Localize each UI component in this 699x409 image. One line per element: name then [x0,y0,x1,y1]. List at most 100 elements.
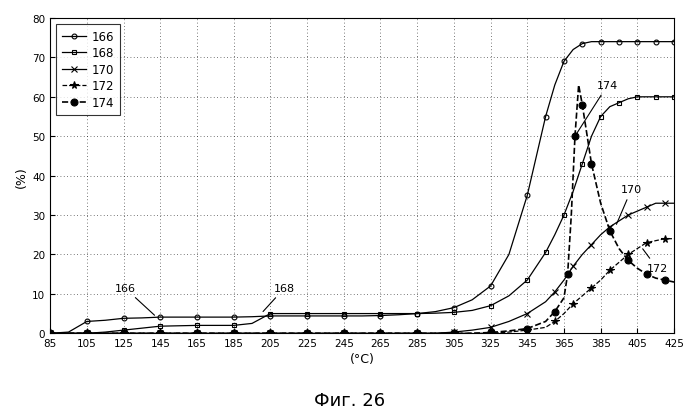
170 [523,311,531,316]
168 [505,294,513,299]
174 [670,280,678,285]
168 [642,95,651,100]
174 [193,331,201,336]
168 [101,330,110,335]
174 [661,278,669,283]
168 [633,95,642,100]
172 [578,294,586,299]
170 [395,331,403,336]
166 [596,40,605,45]
170 [615,219,624,224]
166 [229,315,238,320]
166 [395,312,403,317]
166 [542,115,550,120]
174 [449,331,458,336]
168 [487,303,495,308]
172 [542,325,550,330]
166 [120,316,128,321]
172 [322,331,330,336]
166 [532,154,540,159]
170 [560,278,568,283]
168 [340,311,348,316]
168 [64,331,73,336]
174 [642,272,651,277]
170 [642,205,651,210]
170 [551,290,559,294]
174 [575,83,583,88]
172 [64,331,73,336]
174 [560,296,568,301]
172 [340,331,348,336]
172 [266,331,275,336]
166 [505,252,513,257]
170 [596,233,605,238]
172 [211,331,219,336]
170 [578,252,586,257]
Line: 168: 168 [48,95,677,336]
172 [303,331,311,336]
168 [542,250,550,255]
170 [229,331,238,336]
Text: 170: 170 [617,185,642,225]
166 [487,284,495,289]
174 [413,331,421,336]
Line: 172: 172 [46,235,678,337]
168 [248,321,257,326]
168 [578,162,586,167]
174 [468,331,477,336]
174 [523,326,531,331]
170 [211,331,219,336]
174 [358,331,366,336]
174 [571,135,579,139]
170 [651,201,660,206]
168 [587,135,596,139]
172 [560,311,568,316]
172 [175,331,183,336]
174 [156,331,164,336]
174 [46,331,55,336]
168 [651,95,660,100]
166 [138,316,146,321]
166 [175,315,183,320]
Text: 174: 174 [577,81,618,135]
170 [505,319,513,324]
172 [138,331,146,336]
172 [523,328,531,333]
174 [587,162,596,167]
170 [413,331,421,336]
Text: Фиг. 26: Фиг. 26 [314,391,385,409]
166 [340,314,348,319]
166 [523,193,531,198]
166 [46,331,55,336]
172 [468,331,477,336]
174 [395,331,403,336]
168 [670,95,678,100]
Text: 166: 166 [115,283,154,315]
168 [120,328,128,333]
166 [358,314,366,319]
174 [248,331,257,336]
170 [449,330,458,335]
174 [229,331,238,336]
166 [661,40,669,45]
174 [582,126,590,131]
172 [229,331,238,336]
172 [505,330,513,335]
174 [431,331,440,336]
172 [120,331,128,336]
172 [642,240,651,245]
172 [605,268,614,273]
166 [284,314,293,319]
166 [551,83,559,88]
170 [82,331,91,336]
168 [532,264,540,269]
168 [551,233,559,238]
174 [175,331,183,336]
174 [376,331,384,336]
170 [542,299,550,304]
166 [82,319,91,324]
168 [211,323,219,328]
166 [322,314,330,319]
168 [431,311,440,316]
X-axis label: (°C): (°C) [350,353,375,365]
